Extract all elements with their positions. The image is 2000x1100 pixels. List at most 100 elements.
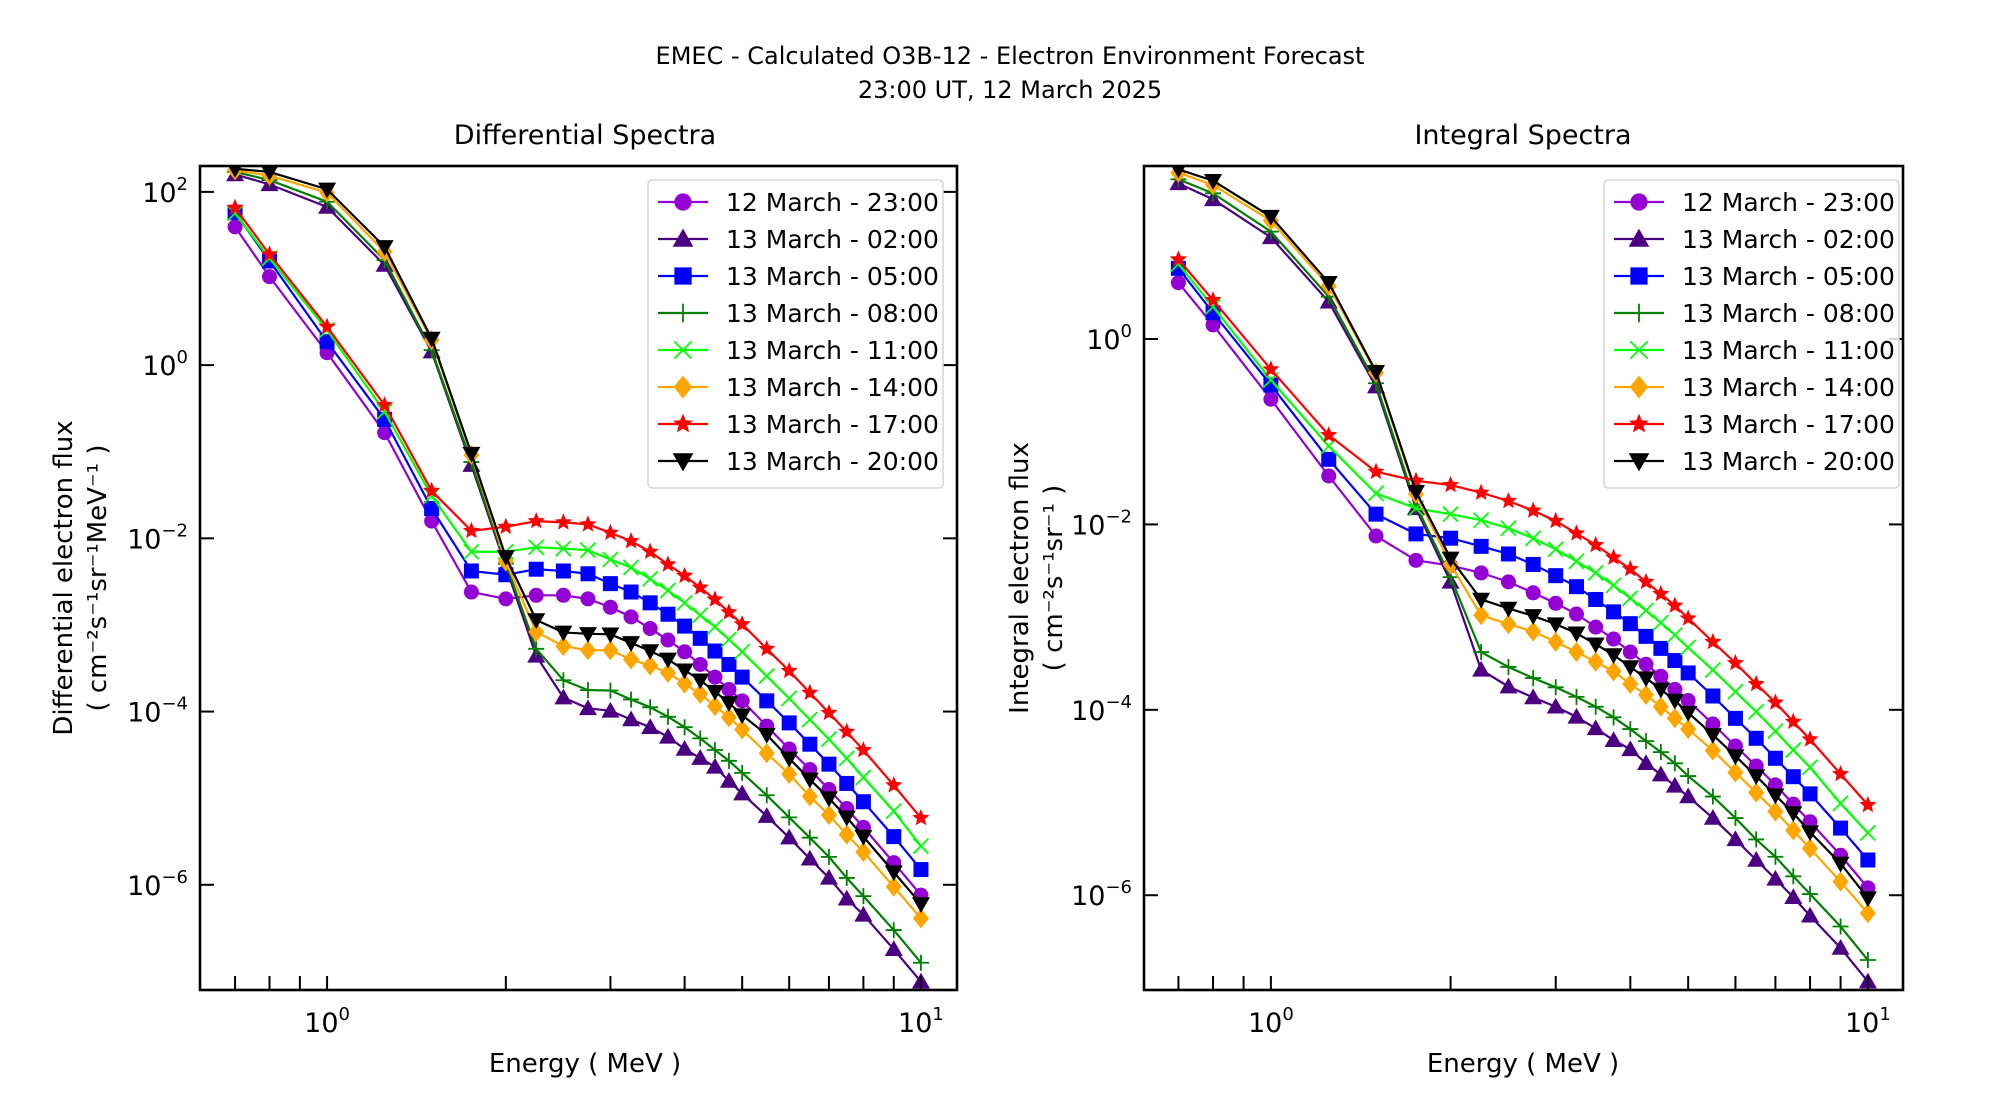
x-ticks	[234, 976, 922, 990]
data-point	[719, 696, 738, 712]
data-point	[1680, 639, 1697, 656]
data-point	[1546, 697, 1565, 714]
data-point	[642, 655, 659, 676]
legend-marker-icon	[673, 303, 693, 323]
data-point	[1473, 565, 1489, 581]
data-point	[1473, 605, 1490, 626]
data-point	[911, 897, 930, 914]
data-point	[527, 613, 546, 630]
series-13-march-17-00	[226, 198, 930, 826]
data-point	[1367, 364, 1386, 381]
data-point	[1666, 596, 1684, 613]
data-point	[1666, 755, 1683, 772]
data-point	[1831, 856, 1850, 873]
data-point	[1443, 530, 1459, 546]
data-point	[837, 889, 856, 906]
data-point	[528, 539, 545, 556]
series-13-march-05-00	[1170, 260, 1876, 868]
axes-frame	[1142, 164, 1905, 992]
data-point	[692, 656, 708, 672]
data-point	[800, 772, 819, 789]
data-point	[733, 708, 752, 725]
data-point	[622, 532, 640, 549]
data-point	[1704, 632, 1722, 650]
integral-plot-area: 100 101 100 10−2 10−4 10−6 12 March - 23:00 13 …	[1071, 164, 1905, 1039]
data-point	[1679, 705, 1698, 722]
data-point	[422, 331, 441, 348]
legend-label: 13 March - 05:00	[726, 262, 939, 291]
data-point	[377, 425, 393, 441]
series-13-march-11-00	[1170, 255, 1877, 842]
data-point	[885, 802, 902, 820]
data-point	[260, 166, 279, 181]
data-point	[1667, 681, 1683, 697]
data-point	[781, 809, 798, 826]
data-point	[1442, 506, 1459, 523]
data-point	[1784, 806, 1803, 823]
data-point	[1748, 831, 1765, 848]
data-point	[1622, 616, 1638, 632]
data-point	[659, 662, 676, 683]
legend-item: 13 March - 08:00	[1614, 299, 1895, 328]
data-point	[720, 631, 738, 648]
data-point	[463, 543, 480, 560]
data-point	[1679, 787, 1698, 804]
data-point	[1586, 637, 1605, 654]
data-point	[1665, 693, 1684, 710]
data-point	[1859, 824, 1877, 842]
data-point	[1320, 437, 1337, 455]
data-point	[622, 559, 640, 576]
legend-item: 13 March - 11:00	[658, 336, 939, 365]
data-point	[1568, 606, 1584, 622]
data-point	[1622, 673, 1639, 694]
data-point	[1262, 360, 1280, 377]
data-point	[642, 570, 659, 588]
data-point	[226, 205, 244, 222]
data-point	[1621, 560, 1639, 577]
data-point	[642, 595, 658, 611]
data-point	[692, 630, 708, 646]
data-point	[801, 786, 818, 807]
legend-label: 13 March - 17:00	[1682, 410, 1895, 439]
data-point	[1747, 769, 1766, 786]
data-point	[1568, 553, 1585, 570]
legend-marker-icon	[674, 193, 692, 211]
series-13-march-05-00	[227, 204, 929, 878]
data-point	[706, 757, 725, 774]
data-point	[528, 621, 545, 642]
legend: 12 March - 23:00 13 March - 02:00 13 March…	[1603, 179, 1900, 489]
data-point	[1766, 693, 1784, 710]
series-layer	[226, 166, 930, 989]
data-point	[837, 810, 856, 827]
data-point	[1587, 535, 1605, 553]
integral-y-axis-label: Integral electron flux ( cm⁻²s⁻¹sr⁻¹ )	[1005, 442, 1069, 714]
data-point	[820, 804, 837, 825]
legend-label: 12 March - 23:00	[1682, 188, 1895, 217]
data-point	[1500, 658, 1517, 675]
data-point	[734, 693, 750, 709]
data-point	[1548, 595, 1564, 611]
integral-x-axis-label: Energy ( MeV )	[1427, 1049, 1619, 1079]
data-point	[1766, 869, 1785, 886]
data-point	[1525, 585, 1541, 601]
x-tick-label: 101	[898, 1004, 944, 1039]
data-point	[554, 513, 572, 530]
data-point	[802, 736, 818, 752]
data-point	[758, 743, 775, 764]
data-point	[228, 166, 242, 178]
data-point	[886, 829, 902, 845]
data-point	[691, 749, 710, 765]
data-point	[1767, 722, 1784, 740]
differential-plot-area: 100 101 102 100 10−2 10−4 10−6 12 March - 23:00…	[127, 164, 959, 1039]
data-point	[622, 710, 641, 727]
data-point	[819, 791, 838, 808]
differential-spectra-panel: Differential Spectra Differential electr…	[49, 120, 959, 1079]
data-point	[854, 905, 873, 922]
data-point	[1637, 754, 1656, 771]
data-point	[554, 625, 573, 642]
legend-marker-icon	[1628, 228, 1650, 247]
data-point	[1587, 698, 1604, 715]
data-point	[780, 828, 799, 845]
data-point	[622, 636, 641, 652]
